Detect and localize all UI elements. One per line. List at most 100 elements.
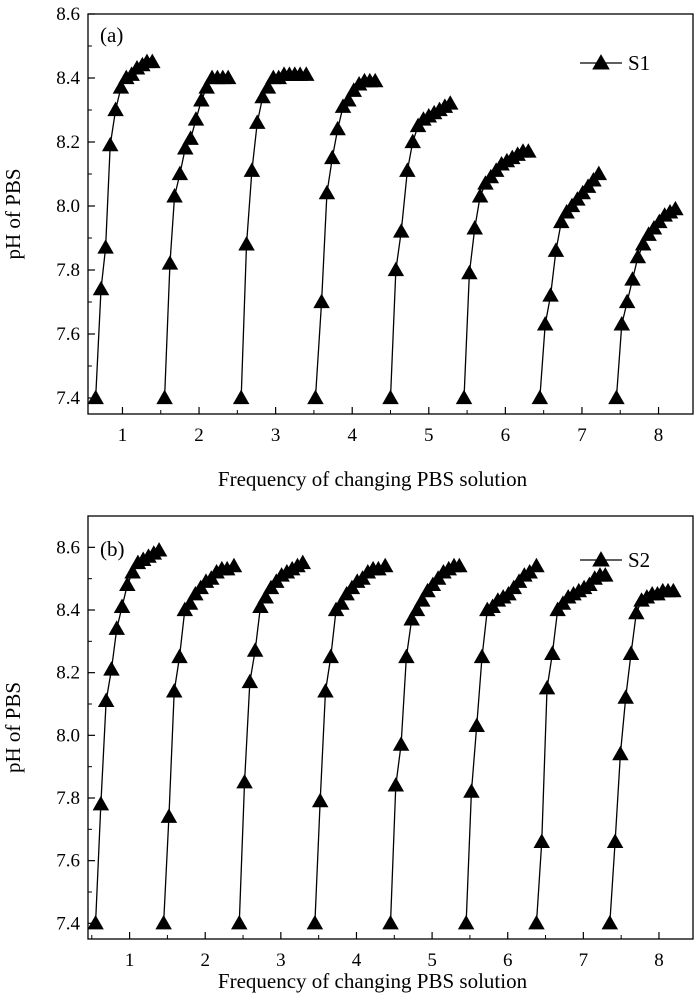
x-tick-label: 4 — [352, 950, 362, 971]
data-point — [528, 914, 545, 930]
data-point — [238, 236, 255, 251]
data-point — [248, 114, 266, 129]
data-point — [92, 280, 110, 296]
x-tick-label: 8 — [654, 950, 664, 971]
data-point — [306, 914, 324, 930]
data-point — [119, 576, 136, 592]
y-tick-label: 7.8 — [56, 260, 80, 281]
x-tick-label: 2 — [200, 950, 210, 971]
data-point — [166, 188, 183, 203]
data-point — [441, 95, 459, 110]
data-point — [324, 149, 341, 165]
data-point — [124, 564, 141, 579]
data-point — [461, 264, 478, 280]
data-point — [177, 140, 194, 155]
data-point — [322, 648, 340, 664]
data-point — [144, 53, 161, 69]
x-tick-label: 5 — [424, 425, 434, 446]
y-tick-label: 8.2 — [56, 663, 80, 684]
y-tick-label: 7.6 — [56, 324, 80, 345]
y-axis-label: pH of PBS — [1, 682, 25, 773]
data-point — [87, 389, 104, 405]
data-point — [243, 162, 261, 177]
data-point — [468, 717, 485, 733]
series-run-6 — [457, 557, 545, 930]
legend: S1 — [580, 51, 650, 75]
series-run-6 — [455, 143, 537, 405]
data-point — [392, 736, 410, 751]
series-line — [314, 565, 386, 924]
y-tick-label: 8.6 — [56, 4, 80, 25]
data-point — [520, 143, 537, 158]
data-point — [528, 557, 545, 573]
data-point — [113, 598, 131, 613]
x-tick-label: 7 — [579, 950, 589, 971]
series-line — [162, 565, 235, 924]
data-point — [333, 595, 350, 610]
y-tick-label: 8.4 — [56, 600, 80, 621]
data-point — [236, 773, 253, 789]
data-point — [87, 914, 104, 930]
series-run-2 — [156, 69, 237, 405]
y-tick-label: 8.2 — [56, 132, 80, 153]
data-point — [392, 223, 410, 238]
series-run-4 — [307, 72, 384, 405]
series-line — [314, 80, 376, 399]
x-tick-label: 6 — [503, 950, 513, 971]
data-point — [340, 92, 357, 107]
data-point — [108, 620, 125, 635]
data-point — [617, 689, 634, 704]
x-tick-label: 1 — [118, 425, 128, 446]
x-tick-label: 2 — [194, 425, 204, 446]
data-point — [97, 692, 115, 707]
data-point — [608, 389, 625, 405]
x-tick-label: 3 — [276, 950, 286, 971]
data-point — [471, 188, 489, 203]
x-axis-label: Frequency of changing PBS solution — [218, 969, 528, 993]
data-point — [533, 833, 550, 848]
data-point — [329, 120, 346, 136]
x-tick-label: 6 — [501, 425, 511, 446]
series-run-8 — [601, 582, 682, 930]
data-point — [601, 914, 619, 930]
data-point — [198, 79, 215, 94]
x-tick-label: 4 — [347, 425, 357, 446]
data-point — [376, 557, 394, 573]
series-run-4 — [306, 557, 394, 930]
chart-panel-a: 1 2 3 4 5 6 7 8 7.4 7.6 7.8 8.0 8.2 8.4 8.6 Frequency o… — [1, 4, 694, 491]
data-point — [252, 598, 269, 613]
legend-marker — [592, 54, 610, 70]
x-axis-label: Frequency of changing PBS solution — [218, 467, 528, 491]
data-point — [408, 601, 426, 617]
data-point — [542, 287, 559, 302]
series-run-7 — [531, 165, 608, 405]
series-line — [163, 77, 229, 399]
data-point — [317, 683, 334, 698]
series-line — [465, 565, 537, 924]
data-point — [622, 645, 640, 660]
data-point — [225, 557, 243, 573]
series-run-3 — [231, 554, 312, 930]
series-run-2 — [155, 557, 243, 930]
y-tick-label: 7.8 — [56, 788, 80, 809]
x-tick-label: 8 — [654, 425, 664, 446]
data-point — [597, 567, 614, 582]
series-line — [240, 74, 307, 399]
plot-frame — [87, 13, 694, 415]
data-point — [171, 165, 189, 181]
data-point — [466, 220, 483, 235]
data-point — [612, 745, 629, 761]
legend-marker — [592, 551, 610, 567]
data-point — [165, 683, 183, 698]
series-run-5 — [382, 557, 468, 930]
data-point — [399, 162, 416, 177]
data-point — [382, 914, 399, 930]
data-point — [156, 389, 173, 405]
y-tick-label: 8.0 — [56, 725, 80, 746]
data-point — [629, 248, 647, 264]
data-point — [404, 133, 421, 149]
data-point — [307, 389, 324, 405]
series-run-7 — [528, 567, 614, 930]
data-point — [92, 795, 110, 811]
